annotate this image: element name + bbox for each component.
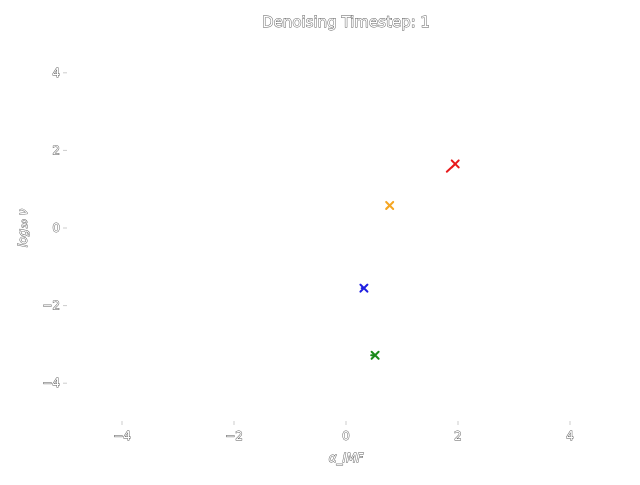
data-point: [445, 159, 460, 173]
chart-title: Denoising Timestep: 1: [262, 13, 430, 31]
data-point: [370, 350, 380, 360]
y-tick-label: −2: [42, 299, 60, 313]
x-marker-stroke: [359, 283, 369, 293]
y-tick-label: 0: [52, 221, 60, 235]
x-axis-label: α_IMF: [329, 451, 365, 465]
data-point: [385, 200, 395, 210]
x-marker-stroke: [370, 350, 380, 360]
x-tick-label: −2: [225, 429, 243, 443]
y-axis-label: log₁₀ ν: [16, 208, 30, 247]
data-points: [359, 159, 460, 360]
y-tick-label: −4: [42, 376, 60, 390]
x-marker-stroke: [385, 200, 395, 210]
x-tick-label: 2: [454, 429, 462, 443]
data-point: [359, 283, 369, 293]
y-axis-ticks: −4 −2 0 2 4: [42, 65, 67, 391]
x-marker-stroke: [450, 159, 460, 169]
x-tick-label: 0: [342, 429, 350, 443]
y-tick-label: 4: [52, 66, 60, 80]
x-tick-label: 4: [566, 429, 574, 443]
x-tick-label: −4: [113, 429, 131, 443]
x-axis-ticks: −4 −2 0 2 4: [113, 421, 574, 443]
y-tick-label: 2: [52, 143, 60, 157]
